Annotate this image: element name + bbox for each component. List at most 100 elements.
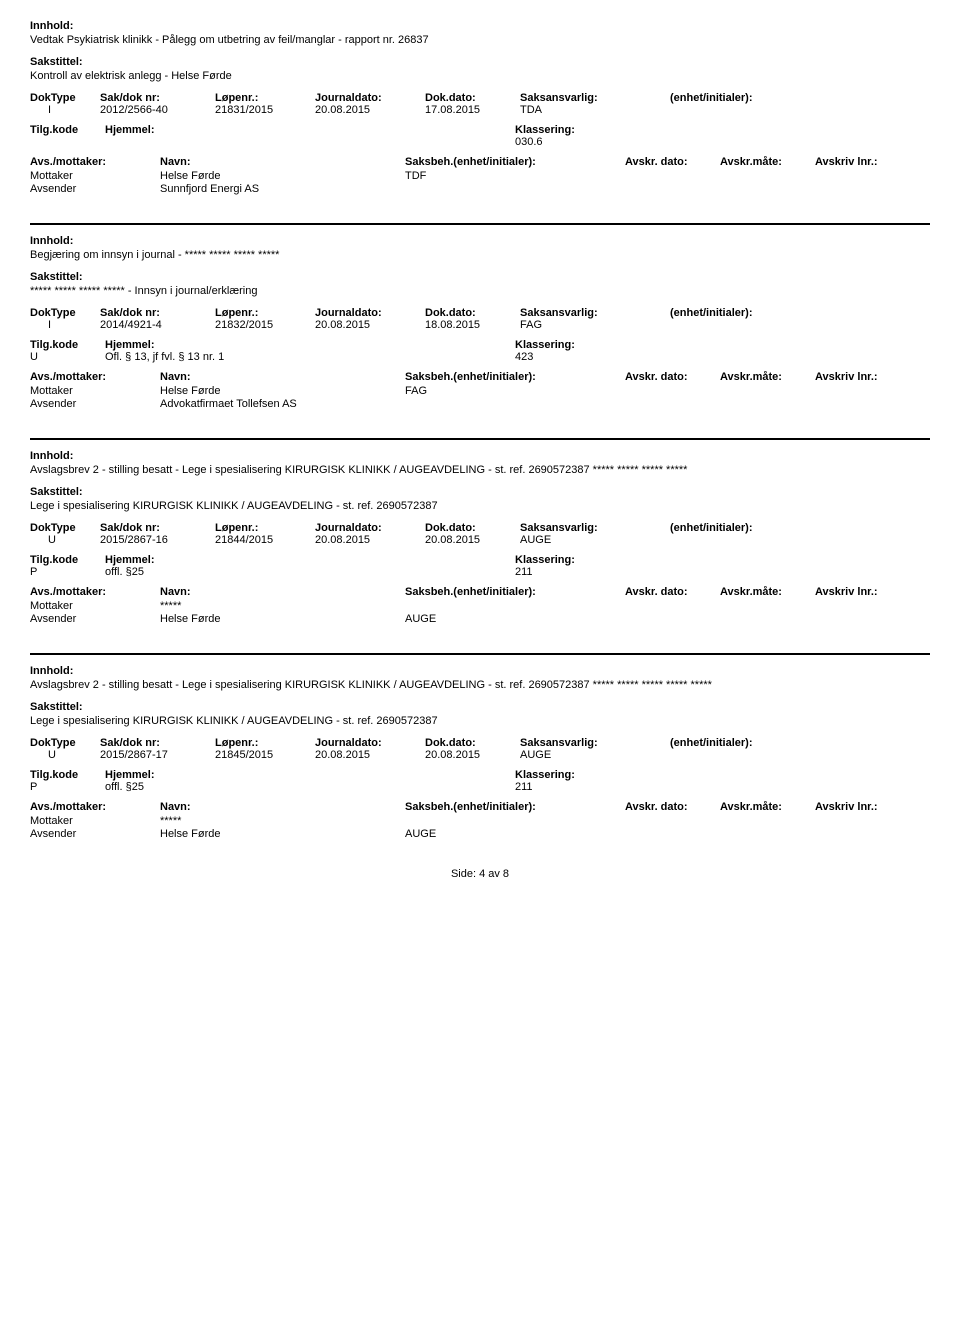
hjemmel-data: U Ofl. § 13, jf fvl. § 13 nr. 1 423 xyxy=(30,351,930,363)
col-tilgkode: Tilg.kode xyxy=(30,554,105,566)
col-avskrdato: Avskr. dato: xyxy=(625,801,720,813)
hjemmel-header: Tilg.kode Hjemmel: Klassering: xyxy=(30,124,930,136)
mottaker-name: ***** xyxy=(160,815,405,827)
col-journaldato: Journaldato: xyxy=(315,92,425,104)
avsender-label: Avsender xyxy=(30,828,160,840)
val-hjemmel: Ofl. § 13, jf fvl. § 13 nr. 1 xyxy=(105,351,515,363)
col-avskrdato: Avskr. dato: xyxy=(625,156,720,168)
col-avskrlnr: Avskriv lnr.: xyxy=(815,371,915,383)
col-dokdato: Dok.dato: xyxy=(425,92,520,104)
col-saksansvarlig: Saksansvarlig: xyxy=(520,307,670,319)
mottaker-row: Mottaker ***** xyxy=(30,600,930,612)
col-avskrdato: Avskr. dato: xyxy=(625,586,720,598)
val-klassering: 211 xyxy=(515,566,715,578)
val-enhet xyxy=(670,749,820,761)
mottaker-label: Mottaker xyxy=(30,600,160,612)
col-saksansvarlig: Saksansvarlig: xyxy=(520,92,670,104)
val-enhet xyxy=(670,319,820,331)
col-avskrlnr: Avskriv lnr.: xyxy=(815,156,915,168)
col-tilgkode: Tilg.kode xyxy=(30,769,105,781)
val-hjemmel: offl. §25 xyxy=(105,566,515,578)
col-avsmottaker: Avs./mottaker: xyxy=(30,801,160,813)
val-lopenr: 21831/2015 xyxy=(215,104,315,116)
col-enhet: (enhet/initialer): xyxy=(670,737,820,749)
col-avskrlnr: Avskriv lnr.: xyxy=(815,586,915,598)
col-sakdok: Sak/dok nr: xyxy=(100,307,215,319)
col-saksansvarlig: Saksansvarlig: xyxy=(520,522,670,534)
avsender-name: Advokatfirmaet Tollefsen AS xyxy=(160,398,405,410)
col-dokdato: Dok.dato: xyxy=(425,307,520,319)
col-doktype: DokType xyxy=(30,522,100,534)
innhold-text: Vedtak Psykiatrisk klinikk - Pålegg om u… xyxy=(30,34,930,46)
col-avsmottaker: Avs./mottaker: xyxy=(30,371,160,383)
meta-header: DokType Sak/dok nr: Løpenr.: Journaldato… xyxy=(30,92,930,104)
val-lopenr: 21845/2015 xyxy=(215,749,315,761)
col-tilgkode: Tilg.kode xyxy=(30,124,105,136)
val-dokdato: 18.08.2015 xyxy=(425,319,520,331)
val-doktype: U xyxy=(30,749,100,761)
meta-data: I 2014/4921-4 21832/2015 20.08.2015 18.0… xyxy=(30,319,930,331)
col-sakdok: Sak/dok nr: xyxy=(100,92,215,104)
val-sakdok: 2012/2566-40 xyxy=(100,104,215,116)
col-avskrmate: Avskr.måte: xyxy=(720,156,815,168)
hjemmel-data: 030.6 xyxy=(30,136,930,148)
avsender-row: Avsender Helse Førde AUGE xyxy=(30,613,930,625)
mottaker-label: Mottaker xyxy=(30,815,160,827)
val-journaldato: 20.08.2015 xyxy=(315,319,425,331)
mottaker-label: Mottaker xyxy=(30,170,160,182)
col-lopenr: Løpenr.: xyxy=(215,307,315,319)
record-divider xyxy=(30,223,930,225)
mottaker-row: Mottaker Helse Førde TDF xyxy=(30,170,930,182)
col-doktype: DokType xyxy=(30,737,100,749)
col-journaldato: Journaldato: xyxy=(315,737,425,749)
col-klassering: Klassering: xyxy=(515,124,715,136)
col-saksbeh: Saksbeh.(enhet/initialer): xyxy=(405,371,625,383)
record-divider xyxy=(30,438,930,440)
val-dokdato: 20.08.2015 xyxy=(425,534,520,546)
meta-data: I 2012/2566-40 21831/2015 20.08.2015 17.… xyxy=(30,104,930,116)
journal-record: Innhold: Vedtak Psykiatrisk klinikk - På… xyxy=(30,20,930,195)
val-hjemmel: offl. §25 xyxy=(105,781,515,793)
col-dokdato: Dok.dato: xyxy=(425,522,520,534)
col-saksansvarlig: Saksansvarlig: xyxy=(520,737,670,749)
sakstittel-text: Lege i spesialisering KIRURGISK KLINIKK … xyxy=(30,500,930,512)
val-enhet xyxy=(670,104,820,116)
val-tilgkode: U xyxy=(30,351,105,363)
val-dokdato: 20.08.2015 xyxy=(425,749,520,761)
avsender-code: AUGE xyxy=(405,828,625,840)
val-enhet xyxy=(670,534,820,546)
col-avskrmate: Avskr.måte: xyxy=(720,586,815,598)
val-saksansvarlig: AUGE xyxy=(520,749,670,761)
val-lopenr: 21844/2015 xyxy=(215,534,315,546)
col-tilgkode: Tilg.kode xyxy=(30,339,105,351)
val-sakdok: 2015/2867-16 xyxy=(100,534,215,546)
col-klassering: Klassering: xyxy=(515,769,715,781)
mottaker-name: Helse Førde xyxy=(160,385,405,397)
val-saksansvarlig: AUGE xyxy=(520,534,670,546)
col-lopenr: Løpenr.: xyxy=(215,522,315,534)
col-avskrmate: Avskr.måte: xyxy=(720,371,815,383)
val-klassering: 030.6 xyxy=(515,136,715,148)
col-navn: Navn: xyxy=(160,801,405,813)
val-doktype: U xyxy=(30,534,100,546)
col-journaldato: Journaldato: xyxy=(315,307,425,319)
col-doktype: DokType xyxy=(30,92,100,104)
col-enhet: (enhet/initialer): xyxy=(670,307,820,319)
record-divider xyxy=(30,653,930,655)
col-lopenr: Løpenr.: xyxy=(215,92,315,104)
sakstittel-text: Lege i spesialisering KIRURGISK KLINIKK … xyxy=(30,715,930,727)
avsender-row: Avsender Sunnfjord Energi AS xyxy=(30,183,930,195)
avsender-name: Helse Førde xyxy=(160,613,405,625)
col-avskrlnr: Avskriv lnr.: xyxy=(815,801,915,813)
val-doktype: I xyxy=(30,319,100,331)
col-doktype: DokType xyxy=(30,307,100,319)
val-sakdok: 2014/4921-4 xyxy=(100,319,215,331)
sakstittel-label: Sakstittel: xyxy=(30,271,930,283)
party-header: Avs./mottaker: Navn: Saksbeh.(enhet/init… xyxy=(30,156,930,168)
mottaker-row: Mottaker Helse Førde FAG xyxy=(30,385,930,397)
col-hjemmel: Hjemmel: xyxy=(105,769,515,781)
val-journaldato: 20.08.2015 xyxy=(315,104,425,116)
page-footer: Side: 4 av 8 xyxy=(30,868,930,880)
avsender-name: Helse Førde xyxy=(160,828,405,840)
party-header: Avs./mottaker: Navn: Saksbeh.(enhet/init… xyxy=(30,371,930,383)
